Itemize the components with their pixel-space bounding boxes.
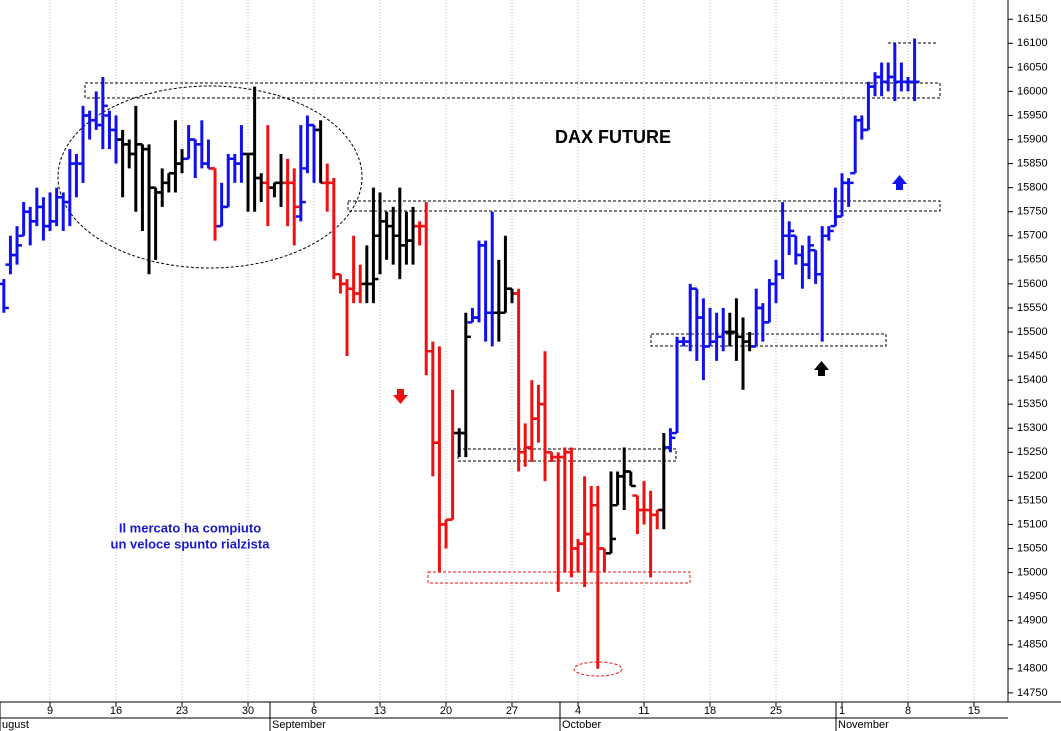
x-tick-label: 11	[638, 705, 649, 717]
y-tick-label: 15500	[1017, 326, 1048, 338]
y-tick-label: 15100	[1017, 518, 1048, 530]
x-tick-label: 4	[575, 705, 581, 717]
month-label: ugust	[2, 719, 29, 731]
x-tick-label: 25	[770, 705, 782, 717]
y-tick-label: 16050	[1017, 61, 1048, 73]
x-tick-label: 15	[968, 705, 980, 717]
x-tick-label: 30	[242, 705, 254, 717]
y-tick-label: 15800	[1017, 182, 1048, 194]
month-label: November	[838, 719, 889, 731]
y-tick-label: 15350	[1017, 398, 1048, 410]
support-box	[650, 333, 887, 347]
up-arrow	[892, 175, 907, 190]
y-tick-label: 15750	[1017, 206, 1048, 218]
x-tick-label: 16	[110, 705, 122, 717]
y-tick-label: 15250	[1017, 446, 1048, 458]
y-tick-label: 16100	[1017, 37, 1048, 49]
x-tick-label: 13	[374, 705, 386, 717]
y-tick-label: 14900	[1017, 615, 1048, 627]
y-tick-label: 15200	[1017, 470, 1048, 482]
down-arrow	[393, 389, 408, 404]
x-tick-label: 6	[311, 705, 317, 717]
x-tick-label: 27	[506, 705, 518, 717]
month-label: September	[272, 719, 326, 731]
grid	[49, 0, 975, 702]
chart-title: DAX FUTURE	[555, 127, 671, 147]
y-tick-label: 14800	[1017, 663, 1048, 675]
y-tick-label: 14950	[1017, 591, 1048, 603]
y-tick-label: 15600	[1017, 278, 1048, 290]
y-tick-label: 15950	[1017, 109, 1048, 121]
y-tick-label: 14850	[1017, 639, 1048, 651]
resistance-box	[347, 200, 941, 212]
x-tick-label: 23	[176, 705, 188, 717]
x-tick-label: 20	[440, 705, 452, 717]
y-tick-label: 15550	[1017, 302, 1048, 314]
bars	[0, 38, 920, 669]
annotations	[57, 42, 941, 677]
y-tick-label: 15050	[1017, 542, 1048, 554]
month-label: October	[562, 719, 601, 731]
y-tick-label: 16150	[1017, 13, 1048, 25]
low-ellipse	[573, 661, 623, 677]
up-arrow	[814, 361, 829, 376]
y-tick-label: 15650	[1017, 254, 1048, 266]
y-tick-label: 15300	[1017, 422, 1048, 434]
y-tick-label: 15000	[1017, 566, 1048, 578]
x-tick-label: 8	[905, 705, 911, 717]
y-tick-label: 15400	[1017, 374, 1048, 386]
x-tick-label: 9	[47, 705, 53, 717]
y-tick-label: 14750	[1017, 687, 1048, 699]
y-tick-label: 15850	[1017, 157, 1048, 169]
y-tick-label: 15450	[1017, 350, 1048, 362]
y-tick-label: 15900	[1017, 133, 1048, 145]
x-tick-label: 1	[839, 705, 845, 717]
y-tick-label: 16000	[1017, 85, 1048, 97]
y-tick-label: 15700	[1017, 230, 1048, 242]
ellipse-annotation	[57, 85, 363, 269]
resistance-box	[84, 82, 941, 99]
x-tick-label: 18	[704, 705, 716, 717]
note-line: Il mercato ha compiuto	[119, 520, 261, 535]
note-line: un veloce spunto rialzista	[111, 536, 271, 551]
y-tick-label: 15150	[1017, 494, 1048, 506]
